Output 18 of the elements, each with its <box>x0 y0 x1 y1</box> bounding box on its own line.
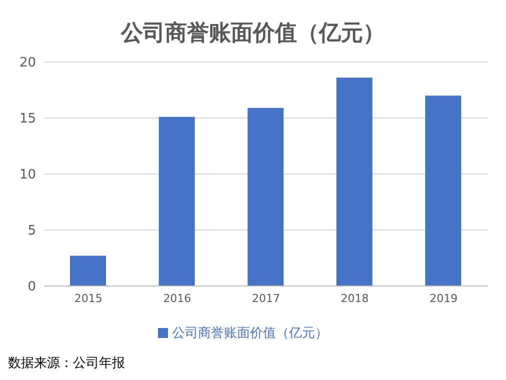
x-tick-label: 2015 <box>74 292 102 305</box>
bar <box>336 78 372 286</box>
source-note: 数据来源：公司年报 <box>8 355 125 372</box>
bar <box>70 256 106 286</box>
x-tick-label: 2018 <box>340 292 369 305</box>
y-tick-label: 15 <box>19 112 36 127</box>
legend-label: 公司商誉账面价值（亿元） <box>172 326 328 341</box>
x-tick-label: 2017 <box>252 292 280 305</box>
y-tick-label: 5 <box>28 224 36 239</box>
y-tick-label: 20 <box>19 56 36 71</box>
chart-title: 公司商誉账面价值（亿元） <box>120 20 386 48</box>
bar <box>158 116 195 286</box>
x-tick-label: 2019 <box>430 292 458 305</box>
y-tick-label: 10 <box>19 168 36 183</box>
bar <box>248 108 284 286</box>
x-tick-label: 2016 <box>163 292 192 305</box>
y-tick-label: 0 <box>28 280 36 295</box>
bar <box>425 96 462 286</box>
